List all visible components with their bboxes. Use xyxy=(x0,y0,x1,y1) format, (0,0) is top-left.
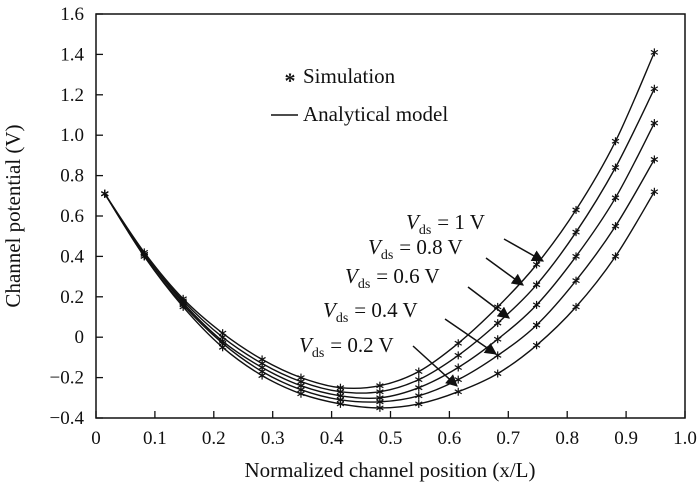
simulation-point xyxy=(297,373,305,382)
annotation-vds-0.6v: Vds = 0.6 V xyxy=(345,264,510,319)
svg-text:Vds= 0.6 V: Vds = 0.6 V xyxy=(345,264,440,292)
x-tick-labels: 0 0.1 0.2 0.3 0.4 0.5 0.6 0.7 0.8 0.9 1.0 xyxy=(91,428,697,449)
simulation-point xyxy=(650,155,659,164)
legend-marker-simulation: * xyxy=(285,68,296,93)
simulation-point xyxy=(218,329,227,338)
simulation-point xyxy=(336,383,345,392)
simulation-point xyxy=(179,294,187,303)
simulation-point xyxy=(572,276,580,285)
y-tick-label: 0.6 xyxy=(60,206,84,227)
simulation-point xyxy=(650,187,659,196)
simulation-point xyxy=(532,321,541,330)
simulation-point xyxy=(493,319,502,328)
legend: * Simulation Analytical model xyxy=(271,64,448,126)
y-axis-title: Channel potential (V) xyxy=(1,124,25,307)
simulation-point xyxy=(650,119,659,128)
simulation-point xyxy=(493,369,502,378)
svg-text:Vds= 0.4 V: Vds = 0.4 V xyxy=(323,298,418,326)
x-tick-label: 0.7 xyxy=(496,428,520,449)
x-tick-label: 0.2 xyxy=(202,428,226,449)
simulation-point xyxy=(101,189,109,198)
simulation-point xyxy=(532,280,541,289)
simulation-point xyxy=(650,84,659,93)
x-tick-label: 0.3 xyxy=(261,428,285,449)
simulation-point xyxy=(454,363,462,372)
y-tick-label: 0.8 xyxy=(60,166,84,187)
x-tick-label: 0.5 xyxy=(379,428,403,449)
annotation-vds-1v: Vds = 1 V xyxy=(406,210,545,262)
x-tick-label: 0.4 xyxy=(320,428,344,449)
annotation-vds-0.4v: Vds = 0.4 V xyxy=(323,298,497,355)
simulation-point xyxy=(611,222,620,231)
simulation-point xyxy=(454,339,462,348)
y-tick-label: 1.2 xyxy=(60,85,84,106)
simulation-point xyxy=(454,375,462,384)
simulation-point xyxy=(454,387,462,396)
annotation-vds-0.2v: Vds = 0.2 V xyxy=(299,333,458,387)
simulation-point xyxy=(572,252,580,261)
simulation-point xyxy=(415,375,423,384)
simulation-point xyxy=(532,341,541,350)
simulation-point xyxy=(611,137,620,146)
simulation-point xyxy=(532,300,541,309)
axis-ticks xyxy=(95,13,686,419)
y-tick-label: 1.4 xyxy=(60,44,84,65)
simulation-point xyxy=(532,260,541,269)
simulation-point xyxy=(650,48,659,57)
y-tick-labels: −0.4 −0.2 0 0.2 0.4 0.6 0.8 1.0 1.2 1.4 1.6 xyxy=(50,4,85,429)
model-curve xyxy=(104,88,656,394)
legend-label-simulation: Simulation xyxy=(303,64,396,88)
simulation-point xyxy=(572,228,580,237)
y-tick-label: 0 xyxy=(75,327,85,348)
simulation-point xyxy=(258,355,266,364)
svg-text:Vds= 1 V: Vds = 1 V xyxy=(406,210,485,238)
simulation-point xyxy=(572,302,580,311)
simulation-point xyxy=(415,399,423,408)
x-tick-label: 0.9 xyxy=(614,428,638,449)
simulation-point xyxy=(611,163,620,172)
simulation-point xyxy=(415,391,423,400)
simulation-point xyxy=(493,351,502,360)
y-tick-label: −0.4 xyxy=(50,408,85,429)
svg-text:Vds= 0.8 V: Vds = 0.8 V xyxy=(368,235,463,263)
simulation-point xyxy=(415,383,423,392)
simulation-point xyxy=(493,335,502,344)
simulation-point xyxy=(415,367,423,376)
x-tick-label: 0.1 xyxy=(143,428,167,449)
annotation-vds-0.8v: Vds = 0.8 V xyxy=(368,235,524,286)
x-tick-label: 0 xyxy=(91,428,101,449)
x-tick-label: 0.8 xyxy=(555,428,579,449)
y-tick-label: −0.2 xyxy=(50,368,84,389)
svg-text:Vds= 0.2 V: Vds = 0.2 V xyxy=(299,333,394,361)
simulation-point xyxy=(376,381,384,390)
simulation-point xyxy=(611,193,620,202)
legend-label-analytical: Analytical model xyxy=(303,102,448,126)
model-curve xyxy=(104,122,656,400)
y-tick-label: 1.0 xyxy=(60,125,84,146)
simulation-point xyxy=(611,252,620,261)
simulation-points xyxy=(101,48,659,412)
x-tick-label: 1.0 xyxy=(673,428,697,449)
y-tick-label: 1.6 xyxy=(60,4,84,25)
simulation-point xyxy=(454,351,462,360)
y-tick-label: 0.4 xyxy=(60,246,84,267)
simulation-point xyxy=(140,248,149,257)
x-axis-title: Normalized channel position (x/L) xyxy=(245,458,536,482)
x-tick-label: 0.6 xyxy=(438,428,462,449)
y-tick-label: 0.2 xyxy=(60,287,84,308)
simulation-point xyxy=(572,205,580,214)
